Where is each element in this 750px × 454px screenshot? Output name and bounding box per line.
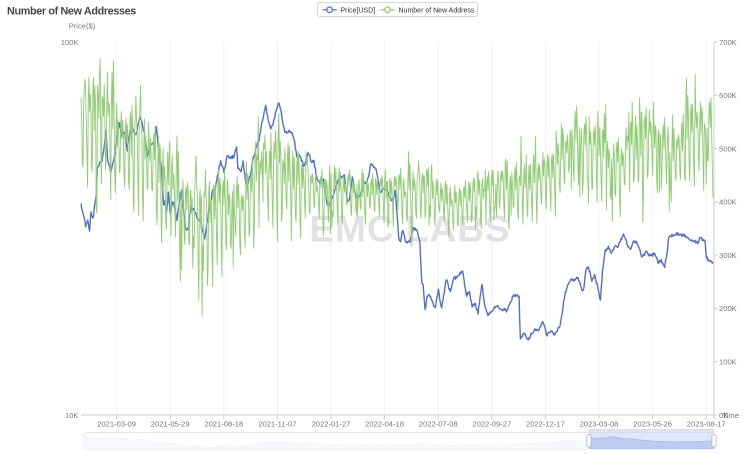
svg-text:2023-08-17: 2023-08-17	[687, 420, 726, 429]
svg-text:0K: 0K	[719, 411, 728, 420]
svg-text:10K: 10K	[65, 411, 79, 420]
svg-text:Price[USD]: Price[USD]	[341, 7, 376, 14]
svg-text:100K: 100K	[719, 358, 737, 367]
svg-text:300K: 300K	[719, 251, 737, 260]
svg-text:400K: 400K	[719, 198, 737, 207]
svg-text:2021-03-09: 2021-03-09	[97, 420, 136, 429]
svg-text:Time: Time	[723, 411, 740, 420]
svg-text:200K: 200K	[719, 304, 737, 313]
svg-text:700K: 700K	[719, 38, 737, 47]
svg-text:2021-05-29: 2021-05-29	[151, 420, 190, 429]
svg-text:500K: 500K	[719, 144, 737, 153]
svg-text:2023-03-08: 2023-03-08	[580, 420, 619, 429]
svg-text:2022-09-27: 2022-09-27	[472, 420, 511, 429]
svg-text:2022-01-27: 2022-01-27	[312, 420, 351, 429]
svg-text:2022-07-08: 2022-07-08	[419, 420, 458, 429]
svg-text:2021-08-18: 2021-08-18	[204, 420, 243, 429]
svg-text:Number of New Address: Number of New Address	[399, 7, 475, 14]
svg-text:600K: 600K	[719, 91, 737, 100]
svg-text:2022-12-17: 2022-12-17	[526, 420, 565, 429]
svg-text:2021-11-07: 2021-11-07	[258, 420, 296, 429]
svg-text:2023-05-26: 2023-05-26	[633, 420, 672, 429]
svg-text:100K: 100K	[61, 38, 79, 47]
svg-text:Price($): Price($)	[69, 22, 96, 31]
svg-text:2022-04-18: 2022-04-18	[365, 420, 404, 429]
svg-text:Number of New Addresses: Number of New Addresses	[7, 6, 136, 18]
